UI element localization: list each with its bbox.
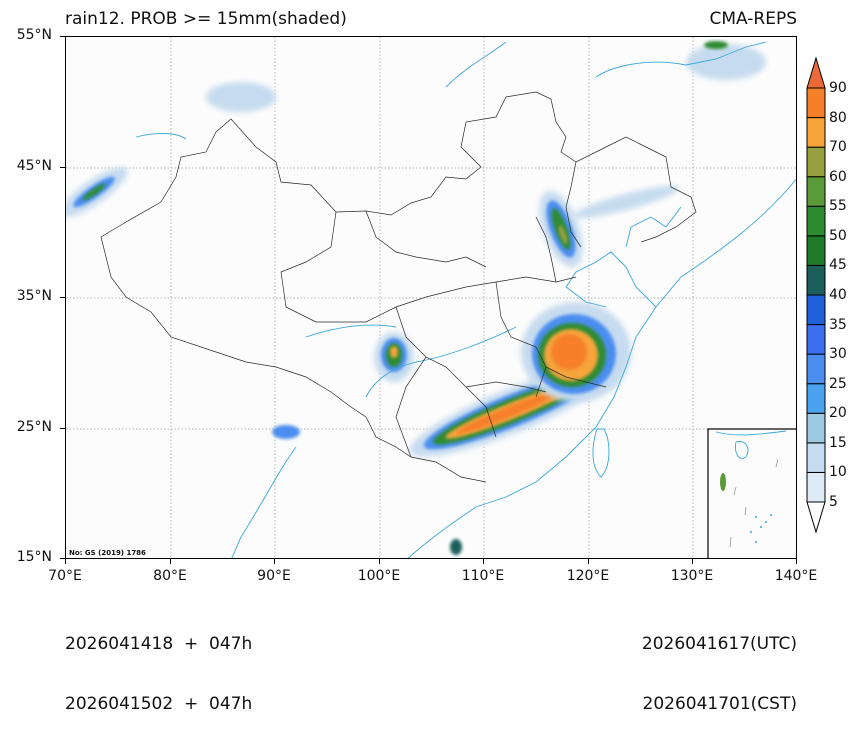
x-tick — [483, 559, 484, 564]
chart-title: rain12. PROB >= 15mm(shaded) — [65, 9, 347, 29]
x-tick-label: 100°E — [357, 568, 401, 584]
colorbar-tick-label: 30 — [829, 346, 847, 363]
y-tick — [60, 428, 65, 429]
valid-time-block: 2026041617(UTC) 2026041701(CST) — [642, 594, 797, 734]
rain-max-lower-yangtze — [521, 302, 631, 402]
x-tick-label: 90°E — [257, 568, 291, 584]
init-time-cst: 2026041502 + 047h — [65, 694, 253, 714]
y-tick-label: 55°N — [16, 27, 52, 43]
borders — [100, 91, 697, 483]
colorbar — [806, 56, 826, 534]
valid-time-utc: 2026041617(UTC) — [641, 634, 797, 654]
colorbar-tick-label: 15 — [829, 434, 847, 451]
init-time-block: 2026041418 + 047h 2026041502 + 047h — [65, 594, 252, 734]
x-tick-label: 120°E — [566, 568, 610, 584]
colorbar-tick-label: 35 — [829, 316, 847, 333]
rain-strip-north-china — [539, 190, 583, 268]
x-tick — [379, 559, 380, 564]
south-china-sea-inset — [707, 428, 796, 558]
x-tick-label: 80°E — [153, 568, 187, 584]
map-canvas — [66, 37, 796, 558]
y-tick-label: 25°N — [16, 419, 52, 435]
init-time-utc: 2026041418 + 047h — [65, 634, 253, 654]
x-tick — [170, 559, 171, 564]
colorbar-graphic — [806, 56, 826, 534]
colorbar-tick-label: 5 — [829, 494, 838, 510]
map-review-number: No: GS (2019) 1786 — [69, 549, 146, 557]
y-tick-label: 15°N — [16, 549, 52, 565]
y-tick — [60, 297, 65, 298]
x-tick-label: 130°E — [670, 568, 714, 584]
rain-cell-central-asia — [66, 167, 128, 217]
colorbar-tick-label: 90 — [829, 80, 847, 96]
x-tick-label: 140°E — [774, 568, 818, 584]
colorbar-tick-label: 20 — [829, 405, 847, 422]
x-tick — [588, 559, 589, 564]
y-tick-label: 35°N — [16, 288, 52, 304]
gridlines — [66, 37, 796, 558]
colorbar-tick-label: 55 — [829, 198, 847, 215]
coastlines — [135, 41, 796, 558]
y-tick — [60, 167, 65, 168]
valid-time-cst: 2026041701(CST) — [642, 694, 797, 714]
colorbar-tick-label: 10 — [829, 464, 847, 481]
colorbar-tick-label: 25 — [829, 375, 847, 392]
model-name: CMA-REPS — [709, 9, 797, 29]
x-tick-label: 110°E — [461, 568, 505, 584]
colorbar-tick-label: 40 — [829, 287, 847, 303]
colorbar-tick-label: 60 — [829, 168, 847, 185]
colorbar-tick-label: 80 — [829, 109, 847, 126]
y-tick — [60, 558, 65, 559]
y-tick — [60, 36, 65, 37]
probability-shading — [66, 41, 766, 555]
x-tick — [274, 559, 275, 564]
rain-cell-sichuan — [374, 332, 414, 382]
x-tick — [692, 559, 693, 564]
x-tick-label: 70°E — [48, 568, 82, 584]
colorbar-tick-label: 45 — [829, 257, 847, 274]
x-tick — [796, 559, 797, 564]
y-tick-label: 45°N — [16, 158, 52, 174]
colorbar-tick-label: 70 — [829, 139, 847, 156]
x-tick — [65, 559, 66, 564]
map-panel: No: GS (2019) 1786 — [65, 36, 797, 559]
colorbar-tick-label: 50 — [829, 227, 847, 244]
